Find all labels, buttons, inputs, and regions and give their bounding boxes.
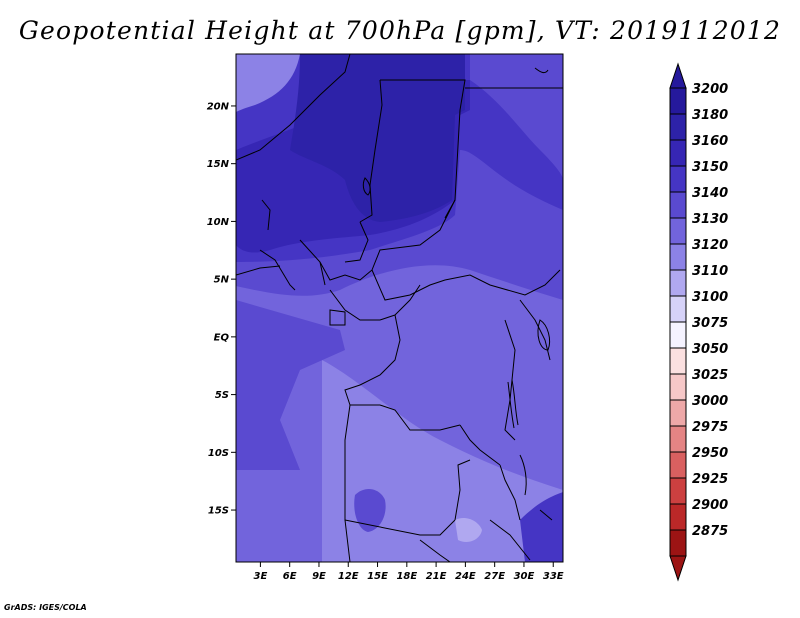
colorbar-level-label: 3025 [692,368,728,383]
colorbar-level-label: 3130 [692,212,728,227]
colorbar-level-label: 3075 [692,316,728,331]
lat-tick-label: EQ [214,332,230,343]
height-field [236,54,563,562]
lat-tick-label: 15N [207,159,230,170]
colorbar-box [669,425,687,453]
colorbar: 3200 3180 3160 3150 3140 3130 3120 3110 3100 3075… [669,62,728,582]
lon-tick-label: 18E [396,571,417,582]
colorbar-level-label: 3120 [692,238,728,253]
colorbar-level-label: 3050 [692,342,728,357]
colorbar-box [669,477,687,505]
lat-tick-label: 10S [208,448,229,459]
colorbar-bottom-arrow [669,555,687,582]
colorbar-box [669,347,687,375]
colorbar-level-label: 2925 [692,472,728,487]
lakes [362,67,553,521]
lon-tick-label: 30E [514,571,535,582]
colorbar-level-label: 3160 [692,134,728,149]
colorbar-level-label: 2900 [692,498,728,513]
colorbar-level-label: 3180 [692,108,728,123]
field-blob [354,488,386,532]
lat-tick-label: 10N [207,217,230,228]
field-se [520,492,563,562]
colorbar-top-arrow [669,62,687,89]
lon-tick-label: 27E [484,571,505,582]
latitude-axis: 20N 15N 10N 5N EQ 5S 10S 15S [207,101,236,517]
map-frame [235,53,564,563]
colorbar-box [669,165,687,193]
colorbar-box [669,529,687,557]
colorbar-box [669,139,687,167]
lon-tick-label: 21E [426,571,447,582]
lat-tick-label: 20N [207,101,230,112]
colorbar-box [669,373,687,401]
field-3140-east [470,54,563,180]
colorbar-box [669,243,687,271]
colorbar-box [669,451,687,479]
field-pale [455,518,482,542]
field-nw [236,54,300,112]
colorbar-box [669,191,687,219]
colorbar-level-label: 3100 [692,290,728,305]
lat-tick-label: 15S [208,506,229,517]
field-3140-west [236,300,345,470]
grads-credit: GrADS: IGES/COLA [4,603,87,612]
colorbar-level-label: 2975 [692,420,728,435]
colorbar-box [669,503,687,531]
colorbar-box [669,87,687,115]
colorbar-level-label: 3110 [692,264,728,279]
lat-tick-label: 5N [214,275,230,286]
colorbar-box [669,113,687,141]
lon-tick-label: 33E [543,571,564,582]
colorbar-level-label: 2875 [692,524,728,539]
field-3120-b [420,455,520,562]
colorbar-level-label: 3000 [692,394,728,409]
map-title: Geopotential Height at 700hPa [gpm], VT:… [18,16,782,45]
colorbar-box [669,321,687,349]
lon-tick-label: 15E [367,571,388,582]
colorbar-level-label: 3140 [692,186,728,201]
colorbar-box [669,295,687,323]
country-borders [236,54,563,562]
longitude-axis: 3E 6E 9E 12E 15E 18E 21E 24E 27E 30E 33E [254,562,564,582]
colorbar-box [669,269,687,297]
lon-tick-label: 6E [283,571,297,582]
lon-tick-label: 24E [455,571,476,582]
colorbar-level-label: 3200 [692,82,728,97]
colorbar-level-label: 3150 [692,160,728,175]
field-3180 [290,54,465,222]
lon-tick-label: 3E [254,571,268,582]
colorbar-box [669,399,687,427]
colorbar-box [669,217,687,245]
lon-tick-label: 9E [312,571,326,582]
colorbar-level-label: 2950 [692,446,728,461]
lon-tick-label: 12E [338,571,359,582]
lat-tick-label: 5S [215,390,229,401]
